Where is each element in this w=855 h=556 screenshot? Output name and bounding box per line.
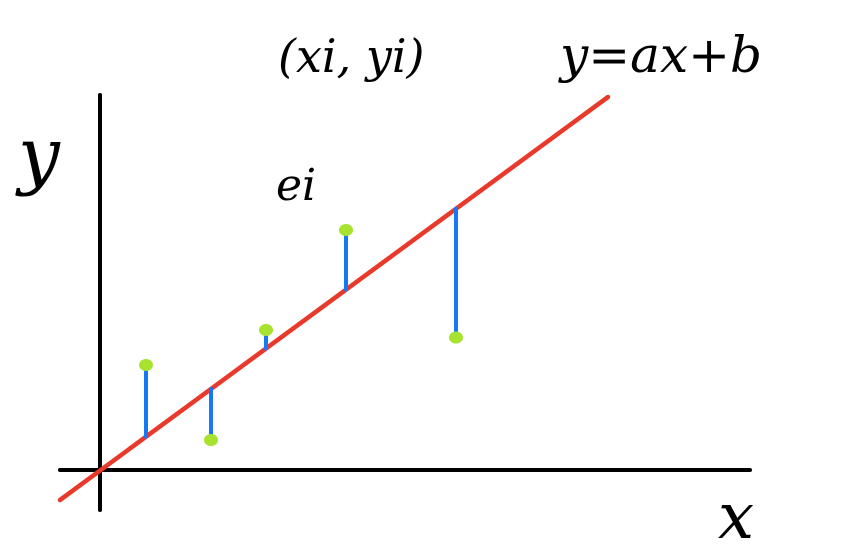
data-point: [139, 359, 153, 371]
residual-lines: [144, 206, 458, 442]
regression-line: [57, 94, 611, 503]
data-point: [339, 224, 353, 236]
x-axis-label: x: [718, 480, 754, 554]
data-point: [449, 331, 463, 344]
data-point: [259, 324, 273, 336]
data-point: [204, 434, 218, 446]
y-axis-label: y: [15, 112, 61, 198]
data-points: [139, 224, 463, 446]
equation-label: y=ax+b: [558, 26, 762, 84]
error-label: ei: [276, 160, 316, 211]
point-label: (xi, yi): [278, 29, 425, 83]
